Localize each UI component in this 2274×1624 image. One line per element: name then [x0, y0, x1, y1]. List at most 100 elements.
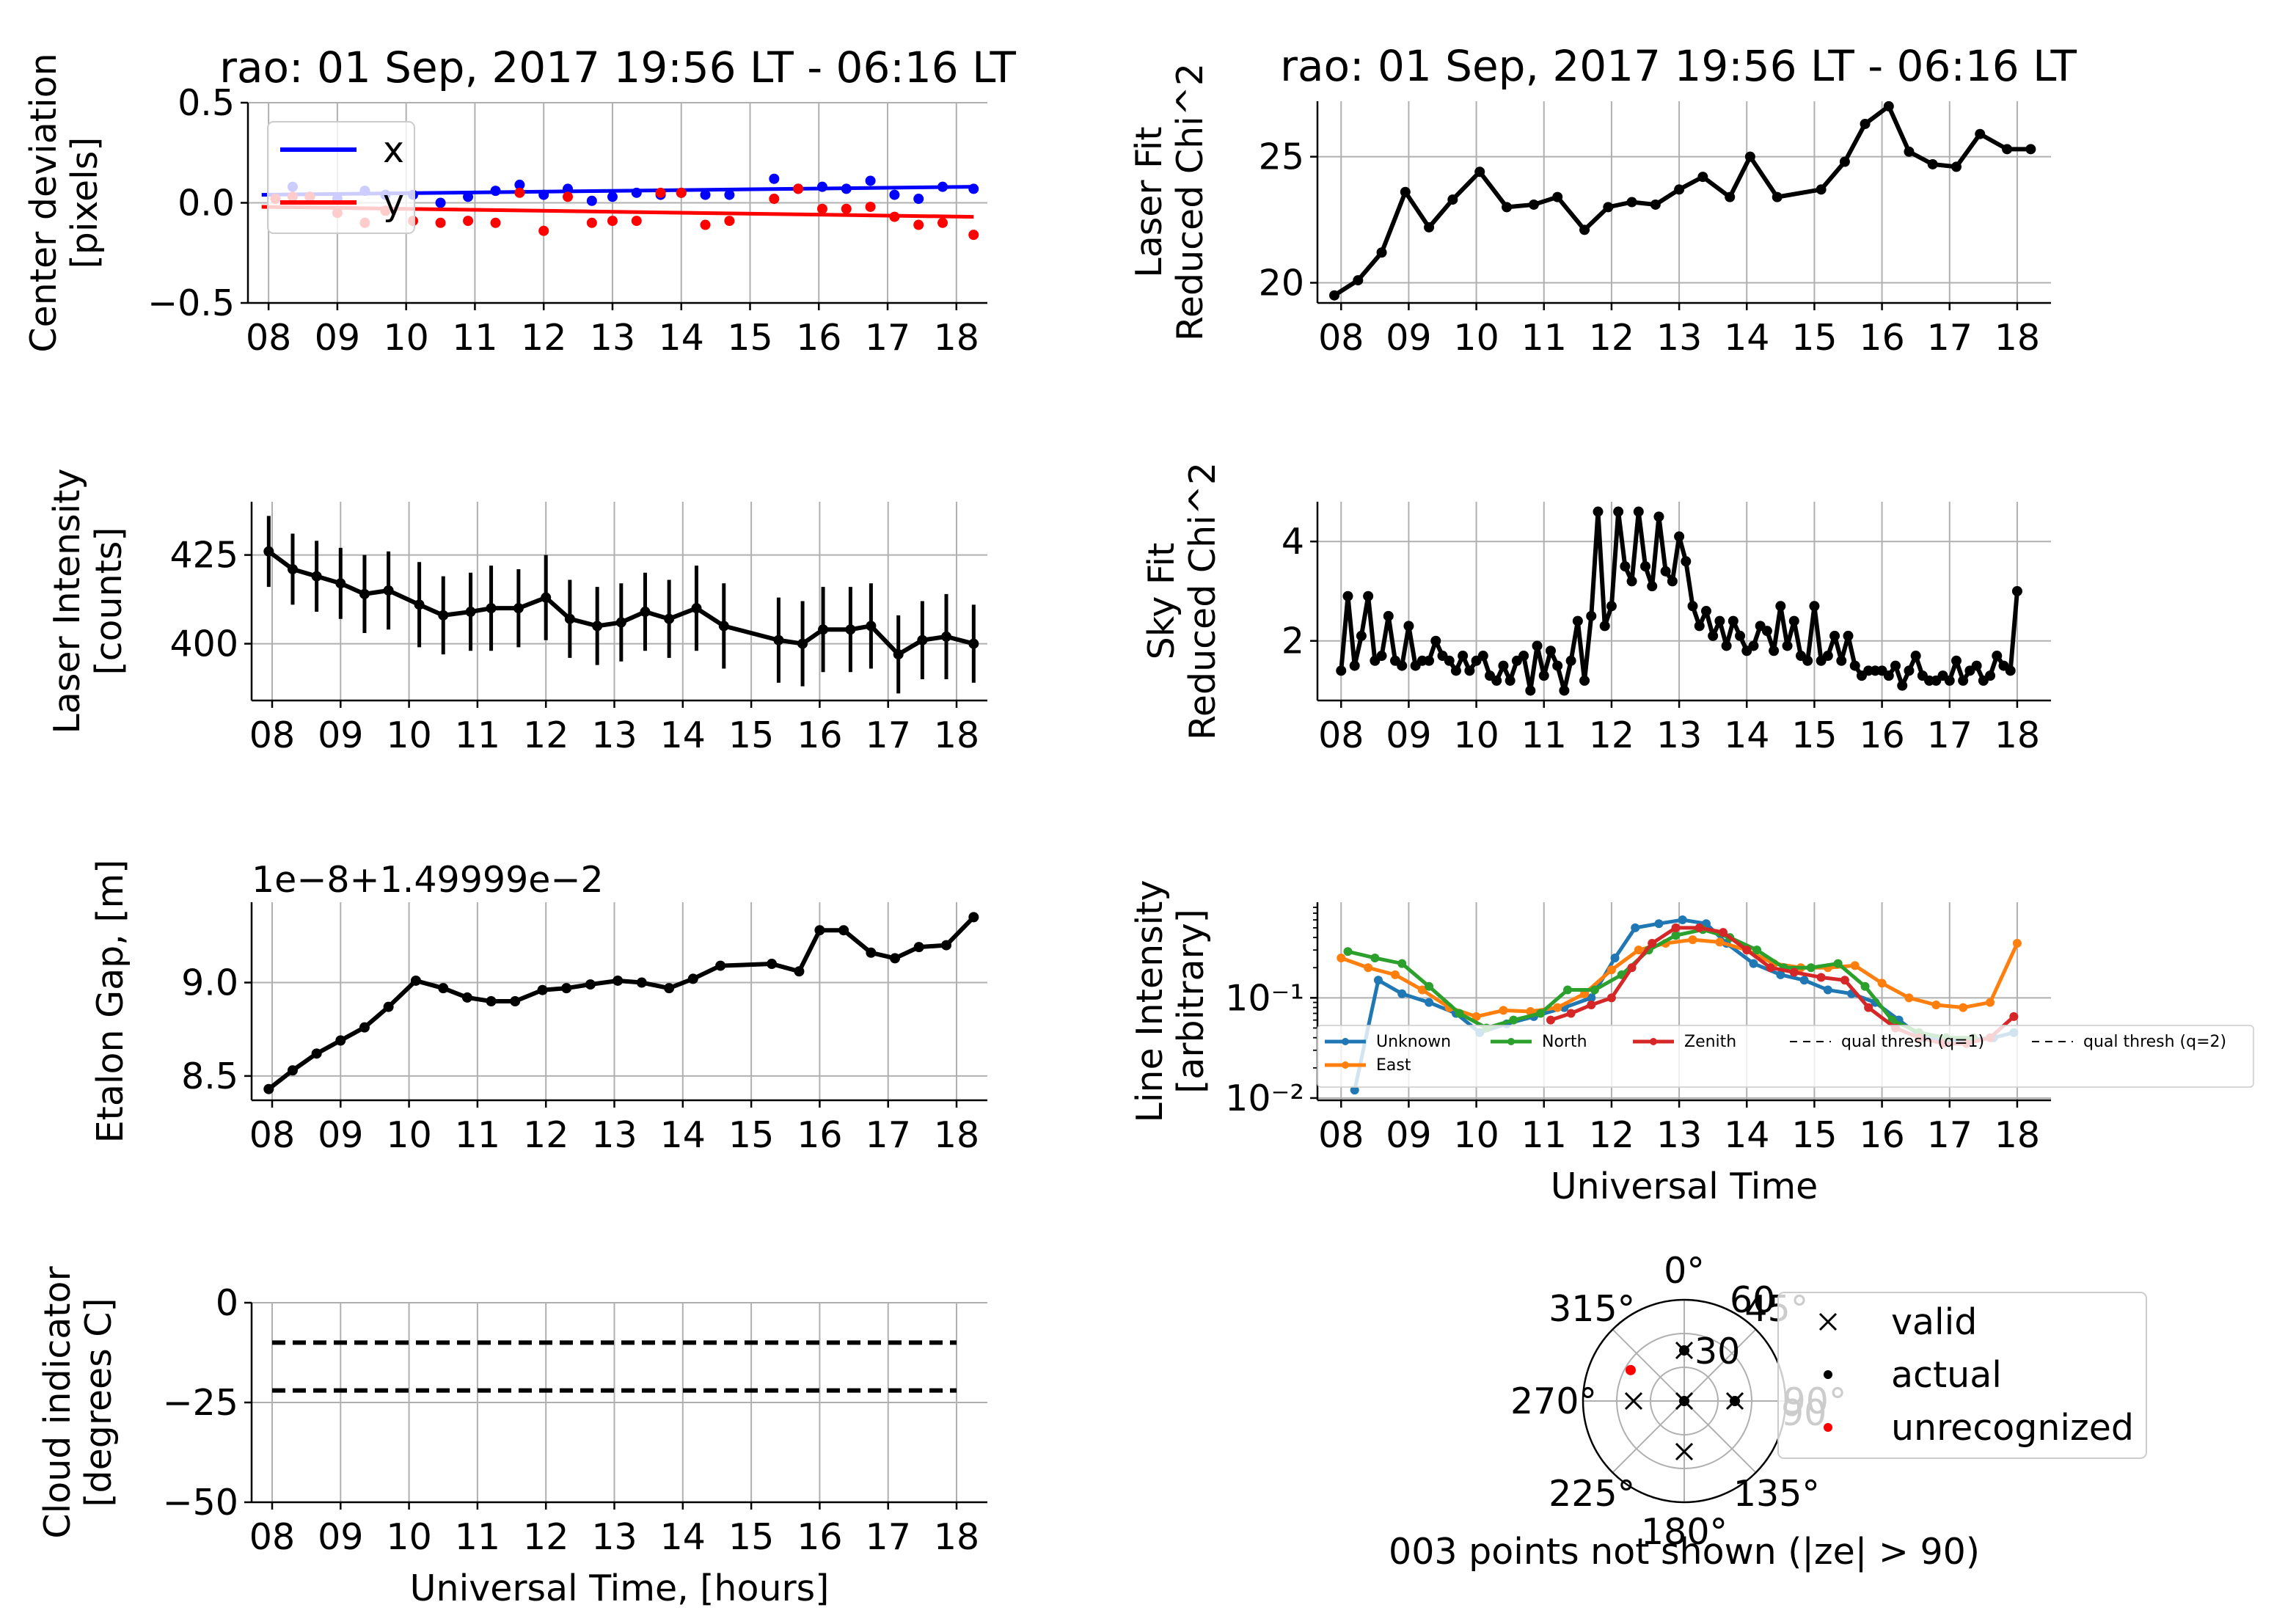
y-tick-label: 400 [169, 623, 238, 665]
x-tick-label: 14 [660, 1516, 706, 1558]
data-point [537, 984, 548, 995]
data-point [1356, 630, 1367, 641]
data-point [1477, 651, 1488, 662]
data-point [1650, 199, 1661, 210]
x-tick-label: 12 [1589, 1114, 1634, 1156]
y-axis-label: Reduced Chi^2 [1169, 63, 1211, 341]
data-point [1816, 184, 1827, 195]
x-tick-label: 08 [1318, 1114, 1364, 1156]
data-point [1904, 146, 1915, 157]
legend-swatch-actual [1824, 1370, 1832, 1379]
x-tick-label: 17 [1927, 714, 1973, 756]
data-point [1744, 151, 1755, 162]
data-point-Unknown [1749, 959, 1758, 968]
data-point-North [1590, 985, 1599, 995]
x-tick-label: 10 [1453, 1114, 1499, 1156]
data-point [1883, 100, 1894, 111]
data-point [687, 973, 698, 984]
x-tick-label: 11 [455, 1114, 500, 1156]
x-tick-label: 10 [1453, 714, 1499, 756]
polar-spoke [1612, 1328, 1685, 1402]
data-point [1697, 172, 1708, 183]
x-tick-label: 14 [1724, 317, 1769, 359]
data-point [866, 621, 877, 632]
legend-label: North [1542, 1033, 1587, 1051]
polar-spoke [1612, 1400, 1685, 1474]
chart-polar: 0°45°90°135°180°225°270°315°306090003 po… [1389, 1250, 2147, 1573]
legend-label: Unknown [1376, 1033, 1451, 1051]
y-tick-label: 10⁻¹ [1225, 977, 1304, 1019]
data-point [2025, 144, 2036, 155]
data-point [1836, 655, 1847, 666]
legend-marker [1650, 1038, 1657, 1045]
data-point-Unknown [1799, 976, 1809, 985]
x-tick-label: 16 [797, 1516, 842, 1558]
data-point [1802, 655, 1813, 666]
data-point [613, 975, 624, 986]
data-point-Unknown [1397, 989, 1407, 998]
data-point-North [1397, 959, 1407, 968]
data-point-North [1370, 953, 1380, 962]
data-point [461, 992, 472, 1003]
data-point-Zenith [1566, 1009, 1576, 1018]
data-point [1502, 202, 1513, 213]
data-point-x [586, 195, 597, 206]
data-point [2011, 585, 2022, 596]
data-point [410, 975, 421, 986]
y-axis-label: Laser Intensity [46, 469, 88, 734]
data-point [1559, 685, 1570, 696]
data-point [968, 912, 979, 923]
data-point-Unknown [1425, 998, 1434, 1007]
data-point [1565, 655, 1576, 666]
data-point-y [563, 191, 574, 202]
data-point [335, 578, 346, 589]
data-point-y [655, 187, 666, 198]
x-tick-label: 13 [1656, 1114, 1702, 1156]
data-point-x [700, 189, 711, 200]
y-tick-label: 2 [1282, 621, 1304, 662]
chart-laserchi: 08 09 10 11 12 13 14 15 16 17 18 20 25 Laser Fit Reduc… [1128, 41, 2077, 359]
x-tick-label: 17 [1927, 317, 1973, 359]
data-point-y [435, 217, 446, 228]
series-line [1333, 103, 2031, 298]
x-tick-label: 16 [797, 714, 842, 756]
data-point [1674, 184, 1685, 195]
x-tick-label: 13 [591, 1516, 637, 1558]
data-point [1761, 626, 1772, 637]
data-point-East [1986, 998, 1995, 1007]
x-tick-label: 16 [1859, 1114, 1904, 1156]
x-tick-label: 10 [1453, 317, 1499, 359]
data-point [1849, 660, 1860, 671]
data-point [359, 588, 370, 599]
x-axis-label: Universal Time [1551, 1166, 1818, 1207]
data-point [718, 621, 729, 632]
data-point [1444, 655, 1455, 666]
data-point [263, 1083, 274, 1094]
x-tick-label: 09 [1386, 1114, 1431, 1156]
data-point [1667, 576, 1678, 587]
legend-frame [1777, 1292, 2147, 1459]
x-tick-label: 16 [796, 317, 841, 359]
x-tick-label: 08 [1318, 317, 1364, 359]
data-point-Zenith [1766, 963, 1775, 973]
data-point [1700, 606, 1711, 617]
x-tick-label: 15 [1791, 1114, 1837, 1156]
chart-cloud: 08 09 10 11 12 13 14 15 16 17 18 0 −25 −50 Cloud indic… [37, 1266, 987, 1609]
data-point [1376, 247, 1387, 258]
data-point [1403, 621, 1414, 632]
x-tick-label: 16 [1859, 317, 1904, 359]
data-point [1883, 670, 1894, 681]
y-axis-label: [counts] [88, 527, 130, 675]
data-point [1599, 621, 1610, 632]
data-point [1613, 506, 1624, 517]
data-point-North [1509, 1015, 1518, 1025]
x-axis-label: Universal Time, [hours] [410, 1568, 830, 1609]
data-point [1714, 615, 1725, 626]
y-tick-label: 4 [1282, 521, 1304, 563]
unrecognized-point [1625, 1364, 1636, 1375]
data-point-East [1606, 965, 1616, 975]
data-point-East [1715, 937, 1725, 947]
data-point [438, 983, 449, 994]
data-point-East [1417, 985, 1427, 995]
x-tick-label: 12 [1589, 714, 1634, 756]
